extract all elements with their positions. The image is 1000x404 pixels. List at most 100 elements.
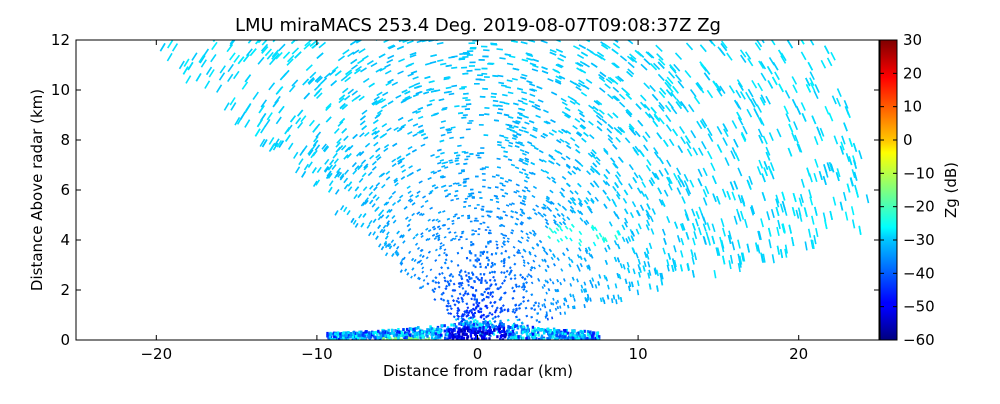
reflectivity-gate [400, 127, 405, 130]
reflectivity-gate [431, 155, 435, 157]
reflectivity-gate [658, 74, 664, 80]
reflectivity-gate [535, 213, 538, 215]
reflectivity-gate [647, 160, 651, 166]
reflectivity-gate [428, 219, 431, 221]
reflectivity-gate [351, 59, 357, 63]
reflectivity-gate [490, 267, 492, 268]
reflectivity-gate [615, 284, 616, 289]
reflectivity-gate [551, 120, 556, 123]
reflectivity-gate [446, 129, 451, 130]
clutter-gate [470, 335, 472, 338]
reflectivity-gate [397, 129, 402, 132]
reflectivity-gate [794, 122, 798, 130]
reflectivity-gate [458, 173, 462, 174]
reflectivity-gate [552, 130, 557, 133]
reflectivity-gate [641, 64, 647, 70]
reflectivity-gate [416, 195, 419, 197]
reflectivity-gate [819, 32, 823, 40]
reflectivity-gate [620, 102, 625, 107]
reflectivity-gate [575, 119, 580, 123]
reflectivity-gate [506, 205, 509, 206]
reflectivity-gate [467, 280, 469, 281]
reflectivity-gate [461, 248, 463, 249]
reflectivity-gate [502, 283, 504, 284]
reflectivity-gate [550, 309, 551, 312]
clutter-gate [581, 336, 583, 339]
reflectivity-gate [685, 71, 691, 78]
clutter-gate [553, 329, 555, 332]
reflectivity-gate [644, 83, 650, 89]
reflectivity-gate [298, 122, 303, 128]
reflectivity-gate [549, 249, 551, 252]
reflectivity-gate [370, 200, 373, 204]
reflectivity-gate [458, 283, 460, 284]
reflectivity-gate [317, 53, 323, 58]
reflectivity-gate [150, 33, 155, 41]
reflectivity-gate [825, 106, 829, 114]
reflectivity-gate [539, 265, 541, 267]
reflectivity-gate [504, 103, 509, 104]
reflectivity-gate [577, 55, 583, 59]
reflectivity-gate [761, 218, 763, 227]
reflectivity-gate [619, 180, 623, 185]
reflectivity-gate [352, 65, 358, 69]
reflectivity-gate [844, 192, 846, 201]
reflectivity-gate [444, 190, 447, 191]
reflectivity-gate [393, 203, 396, 206]
reflectivity-gate [577, 279, 578, 283]
reflectivity-gate [464, 272, 466, 273]
clutter-gate [463, 337, 465, 340]
reflectivity-gate [348, 89, 354, 93]
reflectivity-gate [369, 83, 375, 87]
reflectivity-gate [727, 53, 732, 60]
reflectivity-gate [613, 43, 619, 48]
reflectivity-gate [375, 208, 378, 212]
reflectivity-gate [378, 217, 381, 220]
reflectivity-gate [373, 120, 378, 123]
reflectivity-gate [376, 183, 379, 186]
clutter-gate [569, 334, 571, 337]
reflectivity-gate [401, 270, 403, 273]
reflectivity-gate [490, 286, 492, 287]
reflectivity-gate [649, 270, 651, 276]
reflectivity-gate [550, 52, 556, 55]
reflectivity-gate [564, 303, 565, 306]
reflectivity-gate [513, 311, 514, 313]
clutter-gate [356, 332, 358, 335]
reflectivity-gate [385, 71, 391, 74]
reflectivity-gate [497, 208, 500, 209]
clutter-gate [333, 336, 335, 339]
clutter-gate [400, 334, 402, 337]
reflectivity-gate [570, 191, 573, 194]
reflectivity-gate [678, 146, 682, 153]
reflectivity-gate [565, 312, 566, 315]
reflectivity-gate [503, 211, 506, 212]
reflectivity-gate [491, 254, 493, 255]
reflectivity-gate [280, 73, 286, 80]
reflectivity-gate [636, 253, 638, 259]
reflectivity-gate [461, 216, 464, 217]
reflectivity-gate [769, 239, 771, 248]
reflectivity-gate [438, 239, 440, 240]
clutter-gate [534, 330, 536, 333]
reflectivity-gate [566, 156, 570, 159]
y-tick-label: 2 [60, 281, 70, 299]
reflectivity-gate [730, 86, 735, 94]
reflectivity-gate [815, 207, 817, 216]
reflectivity-gate [439, 99, 444, 100]
reflectivity-gate [524, 278, 525, 280]
reflectivity-gate [504, 309, 505, 311]
reflectivity-gate [545, 171, 549, 173]
reflectivity-gate [825, 46, 829, 54]
reflectivity-gate [413, 134, 418, 136]
reflectivity-gate [413, 77, 419, 79]
reflectivity-gate [527, 190, 530, 192]
reflectivity-gate [520, 223, 523, 225]
clutter-gate [368, 336, 370, 339]
reflectivity-gate [500, 189, 503, 190]
reflectivity-gate [610, 222, 613, 227]
reflectivity-gate [411, 71, 417, 73]
clutter-gate [522, 325, 524, 328]
reflectivity-gate [440, 153, 444, 154]
reflectivity-gate [487, 293, 489, 294]
